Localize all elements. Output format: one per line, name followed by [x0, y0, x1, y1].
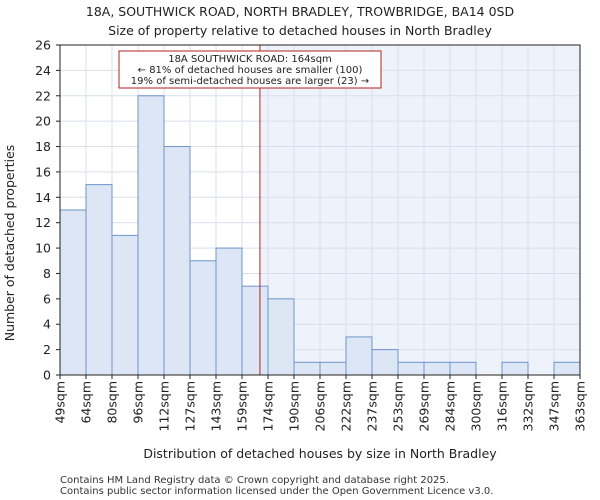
bar-174sqm — [267, 298, 295, 376]
bar-237sqm — [371, 349, 399, 376]
bar-127sqm — [189, 260, 217, 376]
bar-284sqm — [449, 361, 477, 376]
x-tick-label: 64sqm — [79, 381, 94, 424]
chart-title: 18A, SOUTHWICK ROAD, NORTH BRADLEY, TROW… — [86, 4, 514, 19]
x-tick-label: 222sqm — [339, 381, 354, 431]
x-tick-label: 190sqm — [287, 381, 302, 431]
x-tick-label: 159sqm — [235, 381, 250, 431]
x-tick-label: 269sqm — [417, 381, 432, 431]
annotation-box: 18A SOUTHWICK ROAD: 164sqm ← 81% of deta… — [118, 50, 382, 89]
bar-80sqm — [111, 234, 139, 376]
x-axis-label: Distribution of detached houses by size … — [143, 446, 497, 461]
x-tick-label: 332sqm — [521, 381, 536, 431]
x-tick-label: 253sqm — [391, 381, 406, 431]
bar-143sqm — [215, 247, 243, 376]
bar-159sqm — [241, 285, 269, 376]
y-tick-label: 12 — [35, 215, 51, 230]
highlight-region — [259, 45, 580, 375]
x-tick-label: 237sqm — [365, 381, 380, 431]
y-tick-label: 24 — [35, 63, 51, 78]
y-tick-label: 0 — [43, 368, 51, 383]
y-tick-label: 16 — [35, 164, 51, 179]
bar-269sqm — [423, 361, 451, 376]
annotation-line-1: 18A SOUTHWICK ROAD: 164sqm — [168, 54, 332, 65]
x-tick-label: 112sqm — [157, 381, 172, 431]
y-tick-label: 10 — [35, 241, 51, 256]
x-tick-label: 174sqm — [261, 381, 276, 431]
x-tick-label: 284sqm — [443, 381, 458, 431]
bar-316sqm — [501, 361, 529, 376]
annotation-line-2: ← 81% of detached houses are smaller (10… — [138, 65, 363, 76]
y-tick-label: 18 — [35, 139, 51, 154]
x-tick-label: 206sqm — [313, 381, 328, 431]
bar-222sqm — [345, 336, 373, 376]
bar-347sqm — [553, 361, 581, 376]
y-tick-label: 4 — [43, 317, 51, 332]
x-tick-label: 143sqm — [209, 381, 224, 431]
bar-49sqm — [59, 209, 87, 376]
annotation-line-3: 19% of semi-detached houses are larger (… — [131, 76, 369, 87]
x-tick-label: 347sqm — [547, 381, 562, 431]
bar-112sqm — [163, 146, 191, 376]
bar-96sqm — [137, 95, 165, 376]
y-tick-label: 14 — [35, 190, 51, 205]
y-tick-label: 22 — [35, 88, 51, 103]
y-tick-label: 2 — [43, 342, 51, 357]
x-tick-label: 49sqm — [53, 381, 68, 424]
y-axis-label: Number of detached properties — [2, 145, 17, 342]
y-tick-label: 6 — [43, 291, 51, 306]
footer-line-2: Contains public sector information licen… — [60, 486, 493, 497]
x-tick-label: 363sqm — [573, 381, 588, 431]
x-tick-label: 316sqm — [495, 381, 510, 431]
x-tick-label: 127sqm — [183, 381, 198, 431]
footer-line-1: Contains HM Land Registry data © Crown c… — [60, 475, 449, 486]
bars — [59, 95, 581, 376]
annotation-frame — [118, 50, 382, 89]
y-tick-label: 26 — [35, 38, 51, 53]
x-tick-label: 96sqm — [131, 381, 146, 424]
x-tick-label: 80sqm — [105, 381, 120, 424]
y-tick-label: 20 — [35, 114, 51, 129]
x-tick-label: 300sqm — [469, 381, 484, 431]
x-tick-labels: 49sqm 64sqm 80sqm 96sqm 112sqm 127sqm 143sqm 15… — [53, 375, 588, 431]
chart-subtitle: Size of property relative to detached ho… — [108, 23, 492, 38]
bar-253sqm — [397, 361, 425, 376]
bar-206sqm — [319, 361, 347, 376]
y-tick-label: 8 — [43, 266, 51, 281]
bar-190sqm — [293, 361, 321, 376]
bar-64sqm — [85, 184, 113, 376]
